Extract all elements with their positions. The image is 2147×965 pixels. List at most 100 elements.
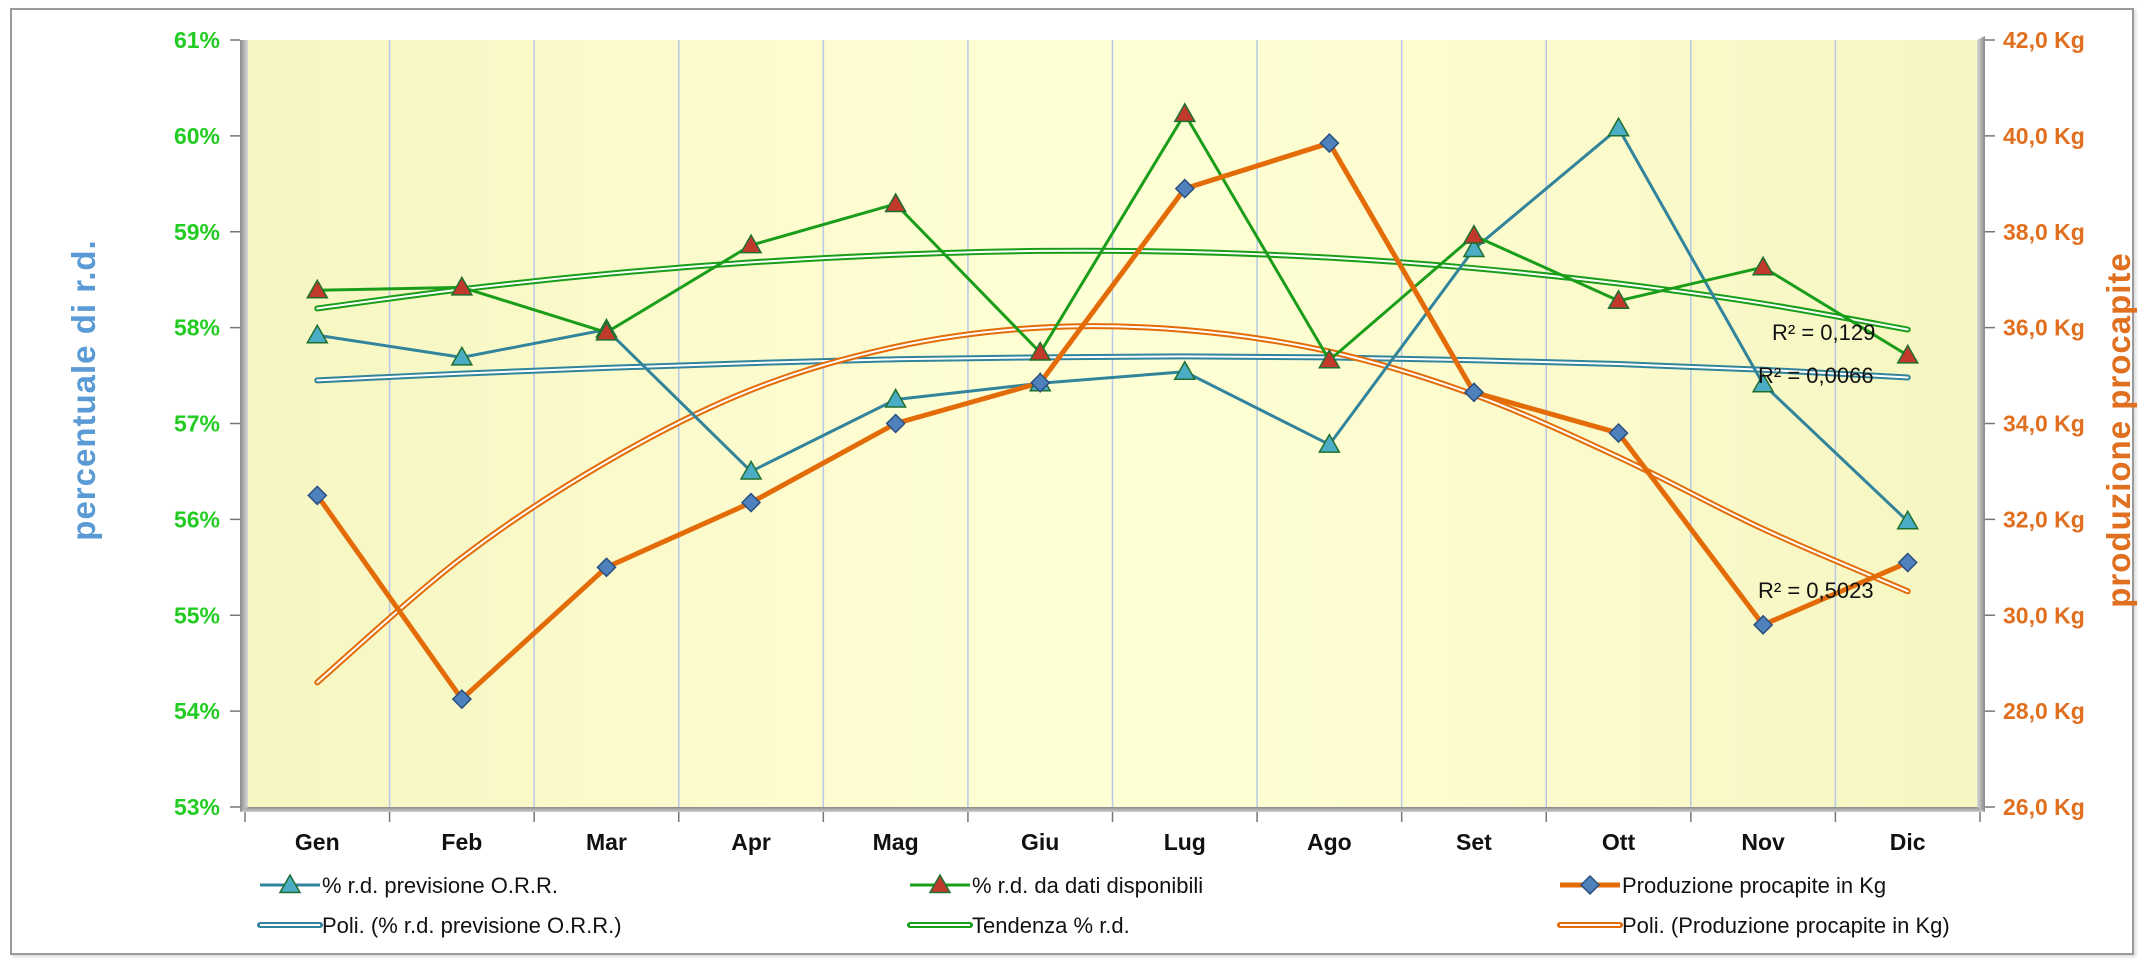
marker-r-d-da-dati-disponibili: [595, 320, 618, 341]
x-tick-label: Dic: [1890, 829, 1926, 855]
series-line-r-d-da-dati-disponibili: [317, 112, 1909, 362]
marker-produzione-procapite-in-kg: [1753, 614, 1774, 635]
marker-produzione-procapite-in-kg: [1608, 423, 1629, 444]
y-left-tick-label: 61%: [174, 27, 220, 53]
x-tick-label: Apr: [731, 829, 771, 855]
x-tick-label: Gen: [295, 829, 340, 855]
y-right-tick-labels: 26,0 Kg 28,0 Kg 30,0 Kg 32,0 Kg 34,0 Kg 36,0 …: [1985, 27, 2085, 820]
marker-r-d-previsione-o-r-r: [1462, 237, 1486, 258]
y-left-tick-labels: 53% 54% 55% 56% 57% 58% 59% 60% 61%: [174, 27, 240, 820]
y-left-tick-label: 54%: [174, 698, 220, 724]
r2-label-poli-produzione-procapite-in-kg: R² = 0,5023: [1758, 578, 1874, 603]
y-right-tick-label: 36,0 Kg: [2003, 315, 2085, 341]
legend-label: % r.d. previsione O.R.R.: [322, 873, 558, 898]
legend: % r.d. previsione O.R.R. % r.d. da dati d…: [257, 873, 1950, 938]
x-tick-label: Ago: [1307, 829, 1352, 855]
x-tick-label: Giu: [1021, 829, 1059, 855]
r2-label-tendenza-r-d: R² = 0,129: [1772, 320, 1875, 345]
marker-r-d-da-dati-disponibili: [1607, 289, 1630, 310]
marker-r-d-previsione-o-r-r: [305, 323, 329, 344]
trendline-poli-r-d-previsione-o-r-r: [314, 353, 1911, 384]
x-tick-label: Mag: [873, 829, 919, 855]
marker-produzione-procapite-in-kg: [596, 557, 617, 578]
marker-r-d-da-dati-disponibili: [450, 275, 474, 296]
floor: [240, 807, 1985, 812]
marker-produzione-procapite-in-kg: [1463, 382, 1485, 403]
marker-r-d-previsione-o-r-r: [1318, 433, 1341, 453]
marker-r-d-da-dati-disponibili: [739, 233, 763, 254]
r2-labels: R² = 0,0066 R² = 0,129 R² = 0,5023: [1758, 320, 1875, 603]
marker-r-d-da-dati-disponibili: [1462, 224, 1486, 244]
series-line-produzione-procapite-in-kg: [315, 140, 1909, 702]
marker-produzione-procapite-in-kg: [740, 492, 762, 513]
y-left-tick-label: 60%: [174, 123, 220, 149]
y-right-tick-label: 38,0 Kg: [2003, 219, 2085, 245]
marker-produzione-procapite-in-kg: [307, 485, 328, 506]
y-left-tick-label: 55%: [174, 602, 220, 628]
y-left-tick-label: 59%: [174, 219, 220, 245]
marker-produzione-procapite-in-kg: [1319, 133, 1340, 154]
marker-r-d-previsione-o-r-r: [739, 459, 763, 480]
y-left-tick-label: 58%: [174, 315, 220, 341]
trendline-inner: [316, 325, 1909, 684]
y-left-tick-label: 53%: [174, 794, 220, 820]
marker-r-d-da-dati-disponibili: [884, 192, 907, 213]
x-tick-label: Nov: [1741, 829, 1785, 855]
marker-produzione-procapite-in-kg: [451, 689, 472, 710]
x-tick-label: Set: [1456, 829, 1492, 855]
series-markers: [305, 102, 1920, 710]
legend-item-tendenza-r-d: Tendenza % r.d.: [907, 913, 1130, 938]
legend-item-produzione-procapite-in-kg: Produzione procapite in Kg: [1560, 873, 1886, 898]
r2-label-poli-r-d-previsione-o-r-r: R² = 0,0066: [1758, 363, 1874, 388]
legend-swatch-marker: [928, 873, 952, 894]
marker-produzione-procapite-in-kg: [885, 413, 906, 434]
marker-r-d-da-dati-disponibili: [1896, 343, 1920, 364]
y-right-tick-label: 40,0 Kg: [2003, 123, 2085, 149]
marker-r-d-previsione-o-r-r: [884, 388, 907, 408]
x-tick-marks: [244, 812, 1981, 822]
series-lines: [315, 112, 1909, 702]
y-right-tick-label: 42,0 Kg: [2003, 27, 2085, 53]
marker-r-d-previsione-o-r-r: [1173, 360, 1197, 380]
y-right-axis-title: produzione procapite: [2100, 252, 2137, 608]
legend-label: Poli. (Produzione procapite in Kg): [1622, 913, 1950, 938]
y-right-tick-label: 26,0 Kg: [2003, 794, 2085, 820]
trendline-inner: [316, 249, 1909, 331]
y-right-tick-label: 34,0 Kg: [2003, 411, 2085, 437]
series-line-r-d-previsione-o-r-r: [317, 126, 1909, 523]
marker-r-d-da-dati-disponibili: [305, 278, 329, 299]
x-tick-label: Mar: [586, 829, 627, 855]
right-wall: [1977, 36, 1985, 812]
legend-item-poli-r-d-previsione-o-r-r: Poli. (% r.d. previsione O.R.R.): [257, 913, 622, 938]
marker-r-d-previsione-o-r-r: [1896, 509, 1920, 530]
x-tick-label: Ott: [1602, 829, 1636, 855]
marker-r-d-da-dati-disponibili: [1173, 102, 1197, 123]
y-left-tick-label: 56%: [174, 506, 220, 532]
marker-r-d-previsione-o-r-r: [450, 345, 474, 366]
legend-label: Poli. (% r.d. previsione O.R.R.): [322, 913, 622, 938]
legend-item-r-d-da-dati-disponibili: % r.d. da dati disponibili: [910, 873, 1203, 898]
y-left-tick-label: 57%: [174, 411, 220, 437]
legend-swatch-marker: [1579, 874, 1601, 896]
x-tick-label: Feb: [441, 829, 482, 855]
y-right-tick-label: 30,0 Kg: [2003, 602, 2085, 628]
legend-swatch-marker: [278, 873, 302, 894]
legend-label: % r.d. da dati disponibili: [972, 873, 1203, 898]
x-tick-label: Lug: [1164, 829, 1206, 855]
left-wall: [240, 40, 248, 812]
legend-item-r-d-previsione-o-r-r: % r.d. previsione O.R.R.: [260, 873, 558, 898]
marker-produzione-procapite-in-kg: [1174, 178, 1195, 199]
trendline-inner: [316, 355, 1909, 382]
marker-r-d-da-dati-disponibili: [1751, 255, 1775, 276]
trendline-tendenza-r-d: [314, 247, 1911, 333]
x-tick-labels: Gen Feb Mar Apr Mag Giu Lug Ago Set Ott Nov Dic: [295, 829, 1926, 855]
trendline-poli-produzione-procapite-in-kg: [314, 323, 1911, 686]
marker-produzione-procapite-in-kg: [1897, 552, 1918, 573]
trendlines: [314, 247, 1911, 686]
y-right-tick-label: 32,0 Kg: [2003, 506, 2085, 532]
legend-item-poli-produzione-procapite-in-kg: Poli. (Produzione procapite in Kg): [1557, 913, 1950, 938]
marker-r-d-previsione-o-r-r: [1607, 116, 1630, 137]
marker-produzione-procapite-in-kg: [1030, 372, 1051, 393]
marker-r-d-da-dati-disponibili: [1318, 348, 1341, 369]
